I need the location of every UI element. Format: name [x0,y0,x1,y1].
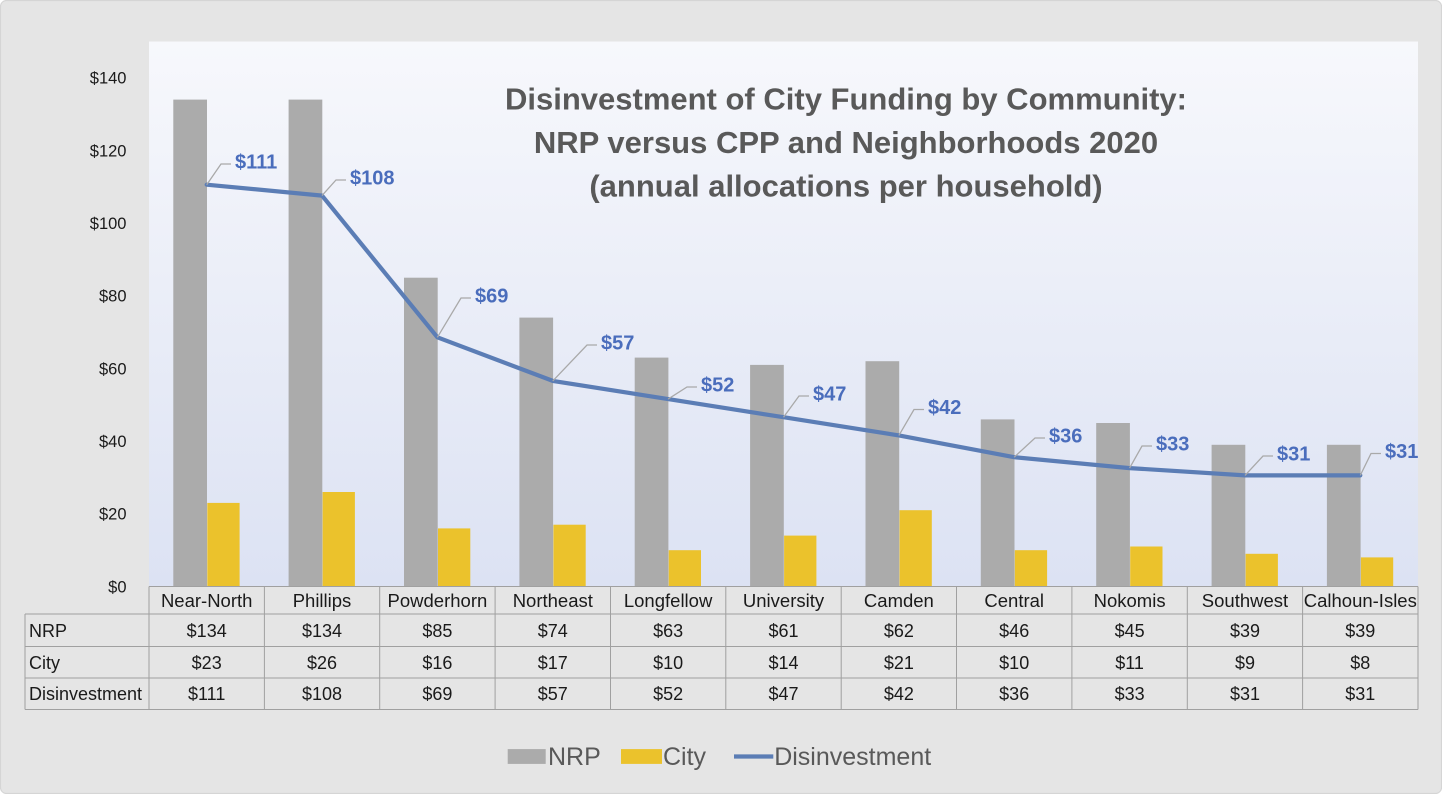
svg-text:$57: $57 [601,332,634,354]
svg-text:$60: $60 [99,360,127,378]
svg-text:$57: $57 [538,684,568,704]
svg-text:$74: $74 [538,621,568,641]
svg-text:$23: $23 [192,653,222,673]
svg-text:Phillips: Phillips [293,590,352,611]
svg-text:University: University [743,590,825,611]
svg-text:$36: $36 [999,684,1029,704]
svg-text:NRP: NRP [29,621,67,641]
svg-text:$36: $36 [1049,425,1082,447]
svg-text:$11: $11 [1115,653,1144,673]
svg-text:$39: $39 [1230,621,1260,641]
svg-text:$80: $80 [99,288,127,306]
svg-text:Central: Central [984,590,1044,611]
svg-text:$33: $33 [1115,684,1145,704]
svg-text:Disinvestment of City Funding: Disinvestment of City Funding by Communi… [505,82,1187,117]
svg-text:Southwest: Southwest [1202,590,1288,611]
svg-text:Calhoun-Isles: Calhoun-Isles [1304,590,1417,611]
svg-text:$47: $47 [813,383,846,405]
svg-text:(annual allocations per househ: (annual allocations per household) [589,168,1102,203]
svg-text:$85: $85 [422,621,452,641]
svg-text:Near-North: Near-North [161,590,253,611]
svg-text:$134: $134 [187,621,227,641]
svg-text:$134: $134 [302,621,342,641]
svg-text:$20: $20 [99,506,127,524]
svg-text:$69: $69 [422,684,452,704]
svg-text:City: City [663,743,707,771]
svg-text:$120: $120 [90,142,127,160]
svg-text:$42: $42 [884,684,914,704]
svg-text:$62: $62 [884,621,914,641]
svg-text:$69: $69 [475,285,508,307]
svg-text:Longfellow: Longfellow [624,590,713,611]
svg-text:$52: $52 [653,684,683,704]
svg-text:$140: $140 [90,70,127,88]
svg-text:$111: $111 [235,151,277,173]
svg-text:Powderhorn: Powderhorn [388,590,488,611]
svg-text:$40: $40 [99,433,127,451]
svg-text:$31: $31 [1230,684,1260,704]
svg-text:$100: $100 [90,215,127,233]
svg-text:$9: $9 [1235,653,1255,673]
svg-text:$10: $10 [653,653,683,673]
svg-text:$63: $63 [653,621,683,641]
svg-text:$10: $10 [999,653,1029,673]
svg-text:NRP: NRP [548,743,601,771]
svg-text:$0: $0 [108,578,126,596]
svg-text:$31: $31 [1277,443,1310,465]
svg-text:NRP versus CPP and Neighborhoo: NRP versus CPP and Neighborhoods 2020 [534,125,1158,160]
svg-text:$33: $33 [1156,433,1189,455]
svg-text:$111: $111 [188,684,225,704]
svg-text:Disinvestment: Disinvestment [774,743,931,771]
svg-text:$31: $31 [1345,684,1375,704]
svg-text:$61: $61 [768,621,798,641]
svg-text:$8: $8 [1350,653,1370,673]
svg-text:$47: $47 [768,684,798,704]
svg-text:$39: $39 [1345,621,1375,641]
svg-text:$45: $45 [1115,621,1145,641]
svg-text:$21: $21 [884,653,914,673]
svg-text:$26: $26 [307,653,337,673]
svg-text:$108: $108 [302,684,342,704]
svg-text:Disinvestment: Disinvestment [29,684,142,704]
svg-text:$108: $108 [350,167,395,189]
svg-text:$14: $14 [768,653,798,673]
svg-text:$17: $17 [538,653,568,673]
svg-text:$52: $52 [701,374,734,396]
svg-text:$31: $31 [1385,441,1418,463]
svg-text:$46: $46 [999,621,1029,641]
svg-text:City: City [29,653,60,673]
svg-text:Nokomis: Nokomis [1094,590,1166,611]
svg-text:Northeast: Northeast [513,590,593,611]
svg-text:$42: $42 [928,397,961,419]
svg-text:$16: $16 [422,653,452,673]
svg-text:Camden: Camden [864,590,934,611]
